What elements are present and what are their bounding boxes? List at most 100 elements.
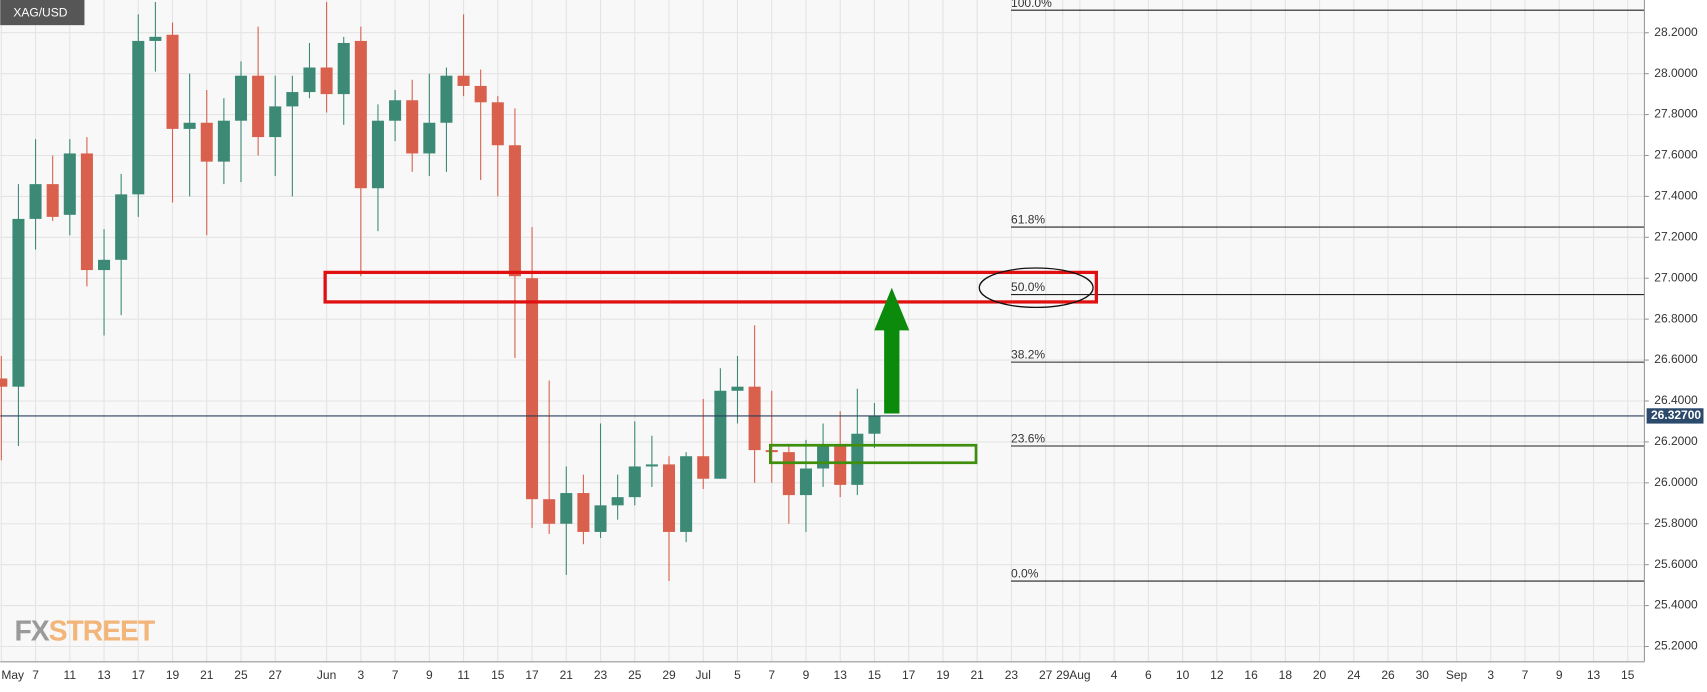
candle-body — [149, 36, 162, 41]
y-tick-label: 28.0000 — [1654, 66, 1698, 80]
candle-body — [183, 122, 196, 129]
x-tick-label: Aug — [1069, 668, 1090, 682]
candle-body — [611, 497, 624, 506]
resistance-box — [323, 270, 1098, 304]
candle-body — [748, 386, 761, 451]
candle-body — [457, 75, 470, 86]
y-tick-label: 25.2000 — [1654, 639, 1698, 653]
candle-body — [303, 67, 316, 93]
candle-body — [645, 464, 658, 467]
candle-body — [508, 145, 521, 277]
candle-body — [269, 106, 282, 138]
x-tick-label: 15 — [868, 668, 882, 682]
candle-body — [543, 499, 556, 524]
candle-body — [526, 278, 539, 500]
candle-body — [628, 466, 641, 498]
x-tick-label: 15 — [1621, 668, 1635, 682]
candle-body — [423, 122, 436, 154]
candle-body — [63, 153, 76, 215]
x-tick-label: Jun — [317, 668, 336, 682]
last-price-label: 26.32700 — [1651, 408, 1701, 422]
up-arrow — [874, 287, 910, 414]
candle-body — [680, 456, 693, 532]
x-tick-label: 27 — [1039, 668, 1053, 682]
x-tick-label: 25 — [628, 668, 642, 682]
x-tick-label: 3 — [1487, 668, 1494, 682]
x-tick-label: 21 — [970, 668, 984, 682]
candle-body — [697, 456, 710, 479]
y-tick-label: 26.8000 — [1654, 311, 1698, 325]
x-tick-label: 7 — [1522, 668, 1529, 682]
x-tick-label: Jul — [696, 668, 711, 682]
x-tick-label: 13 — [834, 668, 848, 682]
y-tick-label: 28.2000 — [1654, 25, 1698, 39]
x-tick-label: 26 — [1381, 668, 1395, 682]
x-tick-label: 9 — [803, 668, 810, 682]
x-tick-label: 19 — [166, 668, 180, 682]
x-tick-label: 7 — [392, 668, 399, 682]
x-tick-label: 11 — [457, 668, 470, 682]
candle-body — [406, 100, 419, 154]
x-tick-label: Sep — [1446, 668, 1468, 682]
y-tick-label: 26.4000 — [1654, 393, 1698, 407]
candle-body — [115, 194, 128, 260]
last-price-badge — [1646, 408, 1704, 424]
fib-label: 100.0% — [1011, 0, 1052, 10]
y-tick-label: 25.6000 — [1654, 557, 1698, 571]
candle-body — [371, 120, 384, 189]
x-tick-label: 3 — [357, 668, 364, 682]
candle-body — [577, 493, 590, 532]
x-tick-label: 13 — [1587, 668, 1601, 682]
y-tick-label: 26.2000 — [1654, 434, 1698, 448]
x-tick-label: 10 — [1176, 668, 1190, 682]
candle-body — [46, 184, 59, 217]
chart-title: XAG/USD — [13, 5, 67, 19]
fib-label: 23.6% — [1011, 432, 1045, 446]
marks — [0, 2, 1645, 582]
x-tick-label: May — [1, 668, 24, 682]
support-box — [768, 443, 978, 465]
x-tick-label: 29 — [1056, 668, 1070, 682]
candle-body — [217, 120, 230, 162]
y-tick-label: 27.6000 — [1654, 148, 1698, 162]
candle-body — [560, 493, 573, 524]
y-tick-label: 27.2000 — [1654, 229, 1698, 243]
candle-body — [98, 259, 111, 271]
x-tick-label: 6 — [1145, 668, 1152, 682]
x-tick-label: 21 — [200, 668, 214, 682]
candle-body — [80, 153, 93, 271]
fib-label: 0.0% — [1011, 567, 1039, 581]
x-tick-label: 17 — [902, 668, 916, 682]
x-tick-label: 20 — [1313, 668, 1327, 682]
candle-body — [166, 34, 179, 129]
y-tick-label: 25.4000 — [1654, 598, 1698, 612]
candle-body — [851, 433, 864, 485]
x-tick-label: 17 — [132, 668, 146, 682]
candle-body — [0, 378, 8, 387]
candle-body — [286, 92, 299, 107]
watermark-fx: FX — [14, 615, 49, 647]
x-tick-label: 7 — [32, 668, 39, 682]
candle-body — [252, 75, 265, 138]
x-tick-label: 9 — [426, 668, 433, 682]
y-tick-label: 26.6000 — [1654, 352, 1698, 366]
y-tick-label: 27.0000 — [1654, 270, 1698, 284]
candle-body — [662, 464, 676, 532]
candle-body — [868, 415, 881, 434]
x-tick-label: 12 — [1210, 668, 1224, 682]
x-tick-label: 18 — [1279, 668, 1293, 682]
x-tick-label: 7 — [768, 668, 775, 682]
candle-body — [337, 42, 350, 95]
candle-body — [12, 218, 25, 387]
x-tick-label: 30 — [1416, 668, 1430, 682]
fib-label: 50.0% — [1011, 280, 1045, 294]
x-tick-label: 24 — [1347, 668, 1361, 682]
x-tick-label: 17 — [525, 668, 539, 682]
candle-body — [714, 390, 727, 479]
x-tick-label: 21 — [560, 668, 574, 682]
y-tick-label: 27.8000 — [1654, 107, 1698, 121]
candle-body — [132, 40, 145, 195]
fib-label: 38.2% — [1011, 348, 1045, 362]
x-tick-label: 25 — [234, 668, 248, 682]
